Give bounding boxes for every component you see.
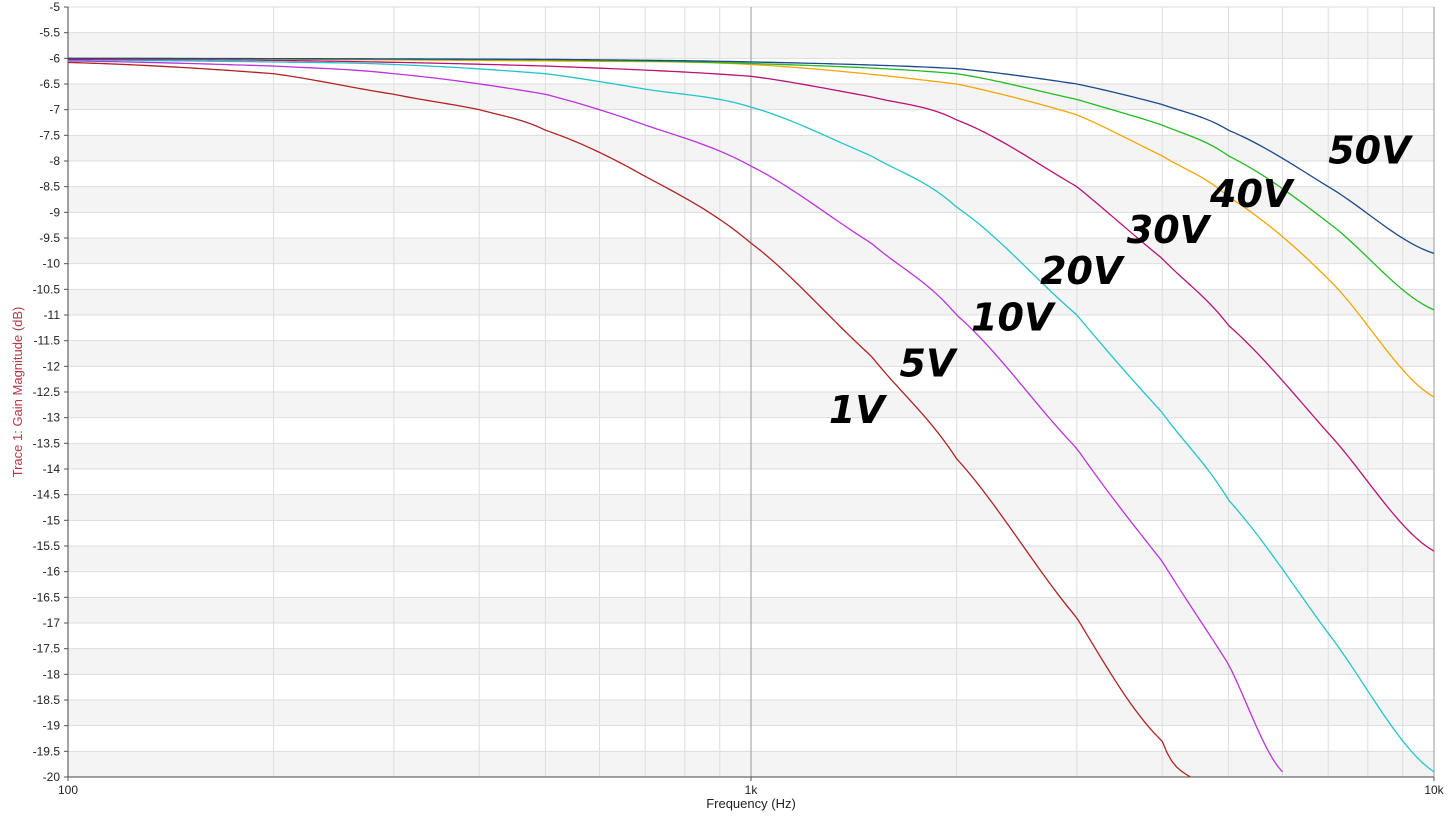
- y-tick-label: -17: [43, 616, 61, 630]
- y-tick-label: -11: [44, 308, 61, 322]
- y-tick-label: -19.5: [33, 744, 61, 758]
- series-label-10V: 10V: [971, 295, 1056, 339]
- y-tick-label: -11.5: [34, 334, 61, 348]
- axes: [64, 6, 1435, 781]
- y-tick-label: -5: [49, 0, 60, 14]
- series-label-5V: 5V: [900, 342, 958, 386]
- x-axis-label: Frequency (Hz): [706, 796, 796, 811]
- series-line-1V: [67, 61, 1191, 778]
- y-tick-label: -14: [43, 462, 61, 476]
- y-tick-label: -8: [49, 154, 60, 168]
- y-tick-label: -6.5: [39, 77, 60, 91]
- y-tick-label: -10: [43, 257, 61, 271]
- y-tick-label: -13: [43, 411, 61, 425]
- y-tick-label: -7.5: [39, 128, 60, 142]
- series-line-10V: [67, 59, 1435, 773]
- y-tick-label: -8.5: [39, 180, 60, 194]
- x-tick-label: 100: [58, 783, 78, 797]
- y-tick-label: -18.5: [33, 693, 61, 707]
- y-tick-label: -16: [43, 565, 61, 579]
- y-axis-label: Trace 1: Gain Magnitude (dB): [10, 307, 25, 478]
- y-tick-label: -20: [43, 770, 61, 784]
- y-tick-labels: -5 -5.5 -6 -6.5 -7 -7.5 -8 -8.5 -9 -9.5 -10 -10.5 -1…: [33, 0, 61, 784]
- series-lines: [67, 57, 1435, 778]
- y-tick-label: -5.5: [39, 26, 60, 40]
- y-tick-label: -13.5: [33, 436, 61, 450]
- y-tick-label: -6: [49, 51, 60, 65]
- y-tick-label: -7: [49, 103, 60, 117]
- y-tick-label: -15.5: [33, 539, 61, 553]
- y-tick-label: -18: [43, 667, 61, 681]
- y-tick-label: -15: [43, 513, 61, 527]
- series-line-20V: [67, 58, 1435, 552]
- y-tick-label: -9: [49, 205, 60, 219]
- x-tick-labels: 100 1k 10k: [58, 783, 1445, 797]
- y-tick-label: -14.5: [33, 488, 61, 502]
- y-tick-label: -17.5: [33, 642, 61, 656]
- y-tick-label: -16.5: [33, 590, 61, 604]
- y-tick-label: -9.5: [39, 231, 60, 245]
- series-label-20V: 20V: [1040, 249, 1125, 293]
- x-tick-label: 10k: [1424, 783, 1444, 797]
- series-label-40V: 40V: [1209, 172, 1295, 216]
- y-tick-label: -19: [43, 719, 61, 733]
- y-tick-label: -10.5: [33, 282, 61, 296]
- x-tick-label: 1k: [745, 783, 759, 797]
- series-label-50V: 50V: [1328, 129, 1413, 173]
- series-line-50V: [67, 57, 1435, 255]
- y-tick-label: -12.5: [33, 385, 61, 399]
- y-tick-label: -12: [43, 359, 61, 373]
- series-label-1V: 1V: [829, 388, 887, 432]
- series-label-30V: 30V: [1127, 208, 1212, 252]
- series-line-5V: [67, 60, 1283, 773]
- grid: [67, 6, 1435, 778]
